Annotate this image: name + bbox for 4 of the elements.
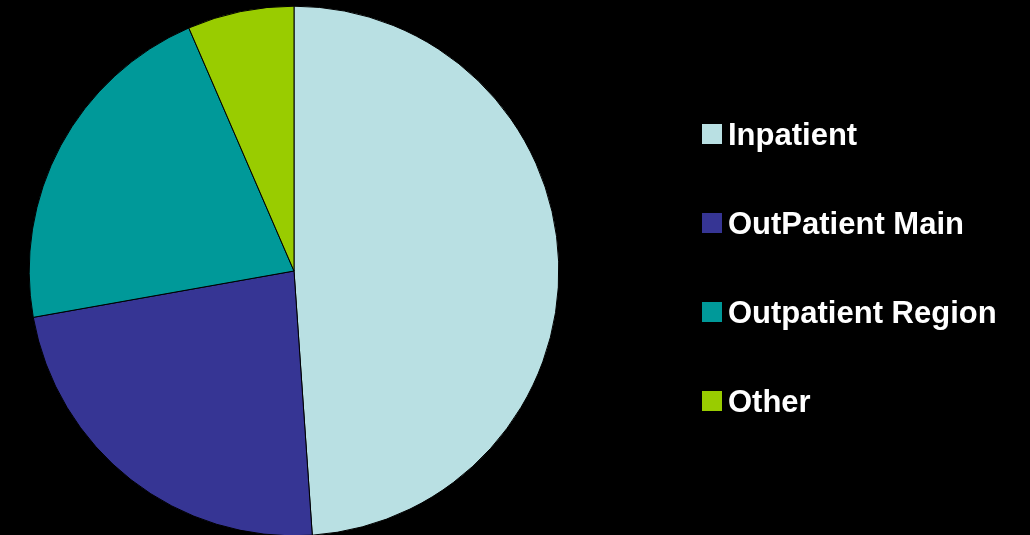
legend-label: Inpatient — [728, 116, 858, 152]
legend-label: OutPatient Main — [728, 205, 964, 241]
legend-label: Outpatient Region — [728, 294, 997, 330]
legend-label: Other — [728, 383, 811, 419]
